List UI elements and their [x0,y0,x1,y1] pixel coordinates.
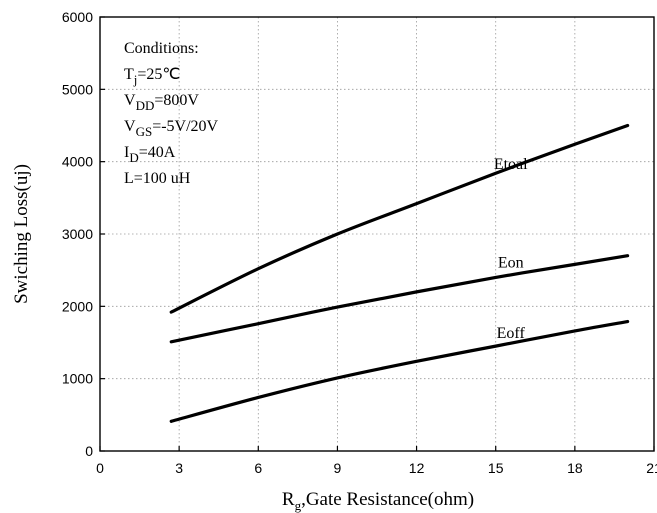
x-tick-label: 12 [409,460,425,476]
series-line-eon [169,254,630,344]
x-tick-label: 18 [567,460,583,476]
grid [100,17,654,451]
condition-line: VDD=800V [124,92,199,113]
x-axis-title: Rg,Gate Resistance(ohm) [282,489,474,513]
y-tick-label: 2000 [62,298,93,314]
y-tick-label: 1000 [62,371,93,387]
condition-line: VGS=-5V/20V [124,118,219,139]
conditions-box: Conditions: Tj=25℃ VDD=800V VGS=-5V/20V ID=… [124,40,219,187]
x-axis-title-main: R [282,489,295,510]
series-label-eoff: Eoff [497,325,526,342]
conditions-title: Conditions: [124,40,199,57]
axis-ticks: 0 3 6 9 12 15 18 21 0 1000 2000 3000 4000 5000 6000 [62,9,657,476]
x-tick-label: 3 [175,460,183,476]
series-line-etoal [169,123,630,314]
condition-line: ID=40A [124,144,176,165]
series-label-etoal: Etoal [494,156,528,173]
y-tick-label: 0 [85,443,93,459]
x-tick-label: 21 [646,460,657,476]
y-tick-label: 4000 [62,154,93,170]
condition-line: Tj=25℃ [124,66,180,87]
y-tick-label: 3000 [62,226,93,242]
series-lines: Etoal Eon Eoff [169,123,630,423]
x-tick-label: 9 [334,460,342,476]
x-tick-label: 0 [96,460,104,476]
x-tick-label: 6 [254,460,262,476]
series-line-eoff [169,319,630,423]
y-axis-title: Swiching Loss(uj) [11,164,32,304]
condition-line: L=100 uH [124,170,191,187]
x-axis-title-sub: g [295,498,302,513]
x-tick-label: 15 [488,460,504,476]
series-label-eon: Eon [498,254,524,271]
y-tick-label: 5000 [62,81,93,97]
x-axis-title-rest: ,Gate Resistance(ohm) [301,489,474,510]
y-tick-label: 6000 [62,9,93,25]
